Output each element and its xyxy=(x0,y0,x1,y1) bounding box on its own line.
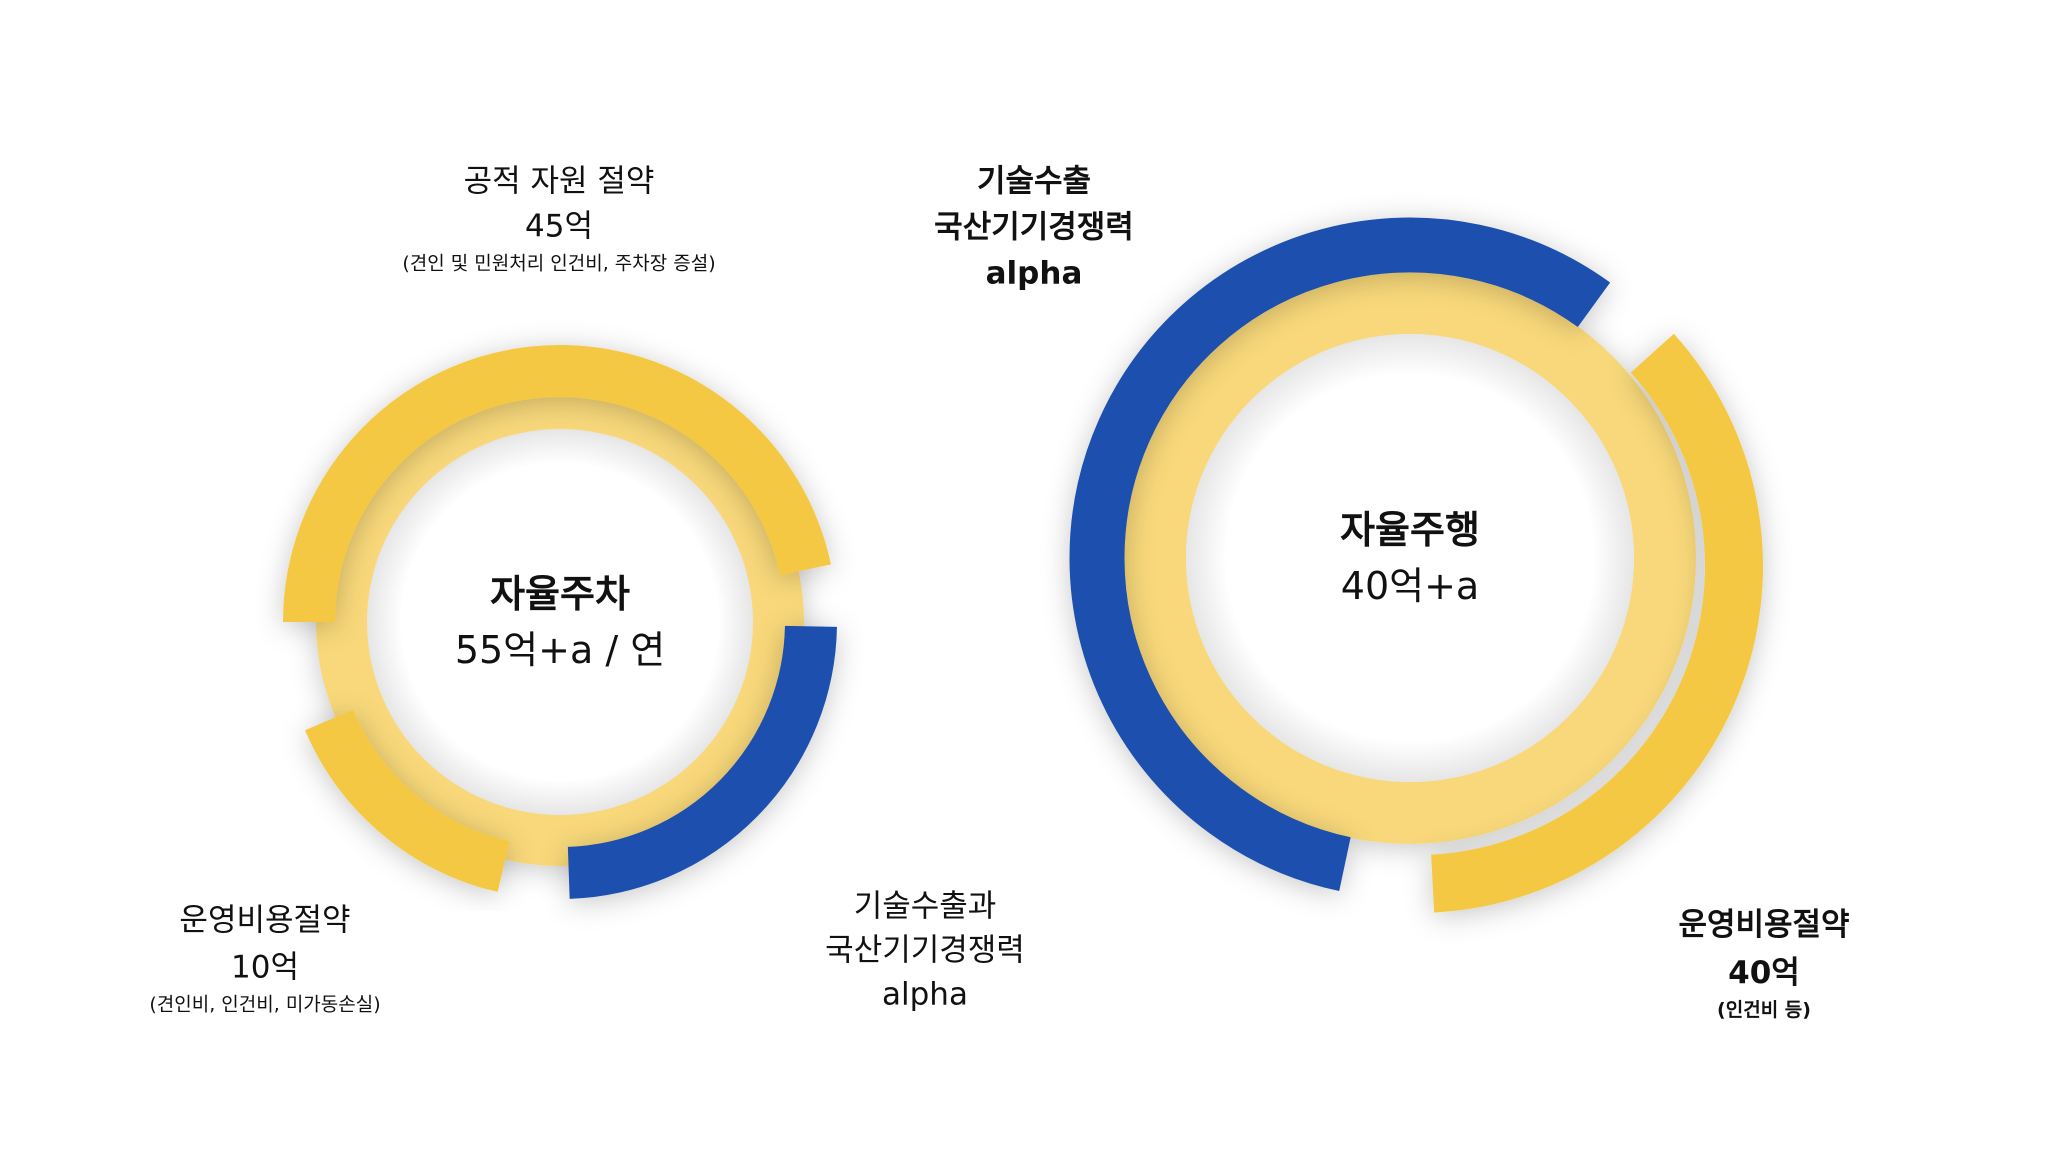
left-br-line2: 국산기기경쟁력 xyxy=(825,932,1025,969)
right-top-left-label: 기술수출 국산기기경쟁력 alpha xyxy=(934,163,1134,292)
right-tl-line2: 국산기기경쟁력 xyxy=(934,209,1134,246)
left-center-title: 자율주차 xyxy=(490,572,630,616)
right-tl-line1: 기술수출 xyxy=(976,163,1092,200)
left-top-title: 공적 자원 절약 xyxy=(463,163,655,200)
right-chart-ring xyxy=(1124,272,1696,844)
left-arc-tech-export xyxy=(567,625,837,899)
right-br-title: 운영비용절약 xyxy=(1678,907,1850,943)
left-br-line1: 기술수출과 xyxy=(853,888,997,925)
right-br-value: 40억 xyxy=(1728,955,1800,991)
left-arc-operating-cost-saving xyxy=(305,709,510,892)
left-bl-value: 10억 xyxy=(231,949,299,986)
left-bottom-right-label: 기술수출과 국산기기경쟁력 alpha xyxy=(825,888,1025,1013)
left-top-label: 공적 자원 절약 45억 (견인 및 민원처리 인건비, 주차장 증설) xyxy=(402,163,716,275)
left-center-value: 55억+a / 연 xyxy=(454,628,666,672)
right-center: 자율주행 40억+a xyxy=(1340,511,1480,605)
left-chart-inner-circle xyxy=(367,429,753,815)
left-top-value: 45억 xyxy=(525,208,593,245)
right-tl-line3: alpha xyxy=(985,255,1083,292)
right-center-title: 자율주행 xyxy=(1340,508,1480,552)
left-center: 자율주차 55억+a / 연 xyxy=(455,575,665,669)
right-br-note: (인건비 등) xyxy=(1717,999,1811,1021)
left-bl-note: (견인비, 인건비, 미가동손실) xyxy=(149,993,381,1016)
left-chart-ring xyxy=(316,378,804,866)
right-chart-inner-circle xyxy=(1186,334,1634,782)
left-arc-public-resource-saving xyxy=(283,345,831,623)
left-top-note: (견인 및 민원처리 인건비, 주차장 증설) xyxy=(402,252,716,275)
right-arc-operating-cost-saving xyxy=(1431,333,1763,913)
left-bottom-left-label: 운영비용절약 10억 (견인비, 인건비, 미가동손실) xyxy=(149,902,381,1016)
left-br-line3: alpha xyxy=(882,976,968,1013)
right-center-value: 40억+a xyxy=(1340,564,1480,608)
right-bottom-right-label: 운영비용절약 40억 (인건비 등) xyxy=(1678,910,1849,1020)
left-bl-title: 운영비용절약 xyxy=(179,902,351,939)
right-arc-tech-export xyxy=(1069,217,1611,892)
